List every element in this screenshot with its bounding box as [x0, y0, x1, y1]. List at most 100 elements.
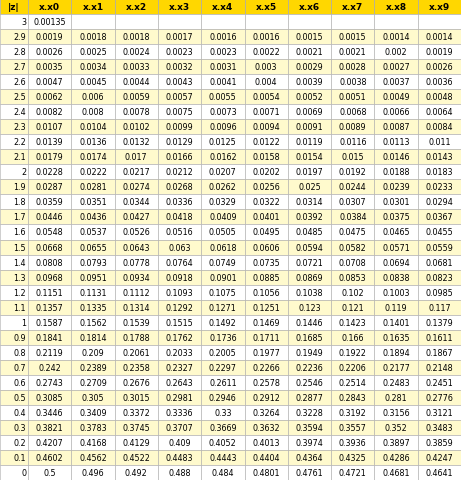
Bar	[244, 360, 288, 375]
Text: 0.3936: 0.3936	[339, 438, 366, 447]
Text: 0.0212: 0.0212	[165, 168, 194, 177]
Text: 0.492: 0.492	[125, 468, 148, 477]
Bar	[158, 390, 201, 405]
Bar	[374, 75, 418, 90]
Bar	[158, 120, 201, 135]
Bar	[71, 420, 115, 435]
Bar	[0, 30, 28, 45]
Bar	[331, 465, 374, 480]
Text: 0.4129: 0.4129	[122, 438, 150, 447]
Text: 0.1038: 0.1038	[296, 288, 323, 297]
Bar	[0, 60, 28, 75]
Bar	[331, 360, 374, 375]
Bar	[28, 15, 71, 30]
Bar	[374, 240, 418, 255]
Text: 0.488: 0.488	[168, 468, 191, 477]
Text: 0.0228: 0.0228	[36, 168, 64, 177]
Bar	[201, 255, 244, 270]
Bar	[201, 240, 244, 255]
Bar	[71, 210, 115, 225]
Bar	[115, 30, 158, 45]
Text: 0.011: 0.011	[428, 138, 450, 147]
Text: 0.1635: 0.1635	[382, 333, 410, 342]
Bar	[331, 105, 374, 120]
Text: 0.1611: 0.1611	[426, 333, 453, 342]
Text: 0.0668: 0.0668	[36, 243, 64, 252]
Text: 0.1112: 0.1112	[123, 288, 150, 297]
Bar	[158, 30, 201, 45]
Text: 0.1762: 0.1762	[165, 333, 194, 342]
Text: x.x2: x.x2	[126, 3, 147, 12]
Bar	[374, 105, 418, 120]
Text: 0.0038: 0.0038	[339, 78, 366, 87]
Text: x.x4: x.x4	[212, 3, 233, 12]
Bar	[201, 330, 244, 345]
Bar	[288, 150, 331, 165]
Text: 0.3669: 0.3669	[209, 423, 236, 432]
Bar	[201, 345, 244, 360]
Bar	[201, 120, 244, 135]
Bar	[418, 345, 461, 360]
Bar	[244, 345, 288, 360]
Text: 0.006: 0.006	[82, 93, 104, 102]
Text: x.x8: x.x8	[385, 3, 407, 12]
Text: 0.0359: 0.0359	[36, 198, 64, 207]
Bar	[244, 210, 288, 225]
Bar	[71, 30, 115, 45]
Bar	[28, 450, 71, 465]
Bar	[158, 90, 201, 105]
Bar	[28, 285, 71, 300]
Bar	[288, 435, 331, 450]
Bar	[331, 240, 374, 255]
Bar	[71, 15, 115, 30]
Bar	[244, 75, 288, 90]
Text: 0.3121: 0.3121	[426, 408, 453, 417]
Text: 0.0054: 0.0054	[252, 93, 280, 102]
Text: 0.1788: 0.1788	[123, 333, 150, 342]
Bar	[115, 435, 158, 450]
Text: 2: 2	[21, 168, 26, 177]
Text: 0.0618: 0.0618	[209, 243, 236, 252]
Bar	[158, 435, 201, 450]
Text: 0.0548: 0.0548	[36, 228, 64, 237]
Text: 0.4286: 0.4286	[382, 453, 410, 462]
Text: x.x7: x.x7	[342, 3, 363, 12]
Bar	[331, 420, 374, 435]
Text: 0.3336: 0.3336	[166, 408, 193, 417]
Text: 0.0162: 0.0162	[209, 153, 236, 162]
Text: 0.1131: 0.1131	[79, 288, 106, 297]
Text: 0.0064: 0.0064	[426, 108, 453, 117]
Bar	[158, 180, 201, 195]
Bar	[158, 300, 201, 315]
Bar	[28, 195, 71, 210]
Text: 0.0262: 0.0262	[209, 183, 237, 192]
Text: 0.4207: 0.4207	[36, 438, 64, 447]
Text: 0.4013: 0.4013	[253, 438, 280, 447]
Bar	[158, 195, 201, 210]
Text: 0.0027: 0.0027	[382, 63, 410, 72]
Bar	[158, 0, 201, 15]
Text: 0.0166: 0.0166	[166, 153, 193, 162]
Text: 0.3745: 0.3745	[122, 423, 150, 432]
Bar	[418, 105, 461, 120]
Bar	[115, 120, 158, 135]
Text: 0.3483: 0.3483	[426, 423, 453, 432]
Bar	[115, 45, 158, 60]
Text: 0.0113: 0.0113	[382, 138, 410, 147]
Bar	[201, 435, 244, 450]
Text: 0.2877: 0.2877	[296, 393, 323, 402]
Bar	[115, 300, 158, 315]
Text: 0.0446: 0.0446	[36, 213, 64, 222]
Bar	[28, 225, 71, 240]
Text: 0.4247: 0.4247	[426, 453, 453, 462]
Bar	[201, 0, 244, 15]
Bar	[331, 225, 374, 240]
Text: 0.0096: 0.0096	[209, 123, 236, 132]
Bar	[288, 225, 331, 240]
Bar	[115, 225, 158, 240]
Bar	[418, 300, 461, 315]
Text: 0.3783: 0.3783	[79, 423, 107, 432]
Text: 2.3: 2.3	[13, 123, 26, 132]
Bar	[201, 75, 244, 90]
Bar	[331, 315, 374, 330]
